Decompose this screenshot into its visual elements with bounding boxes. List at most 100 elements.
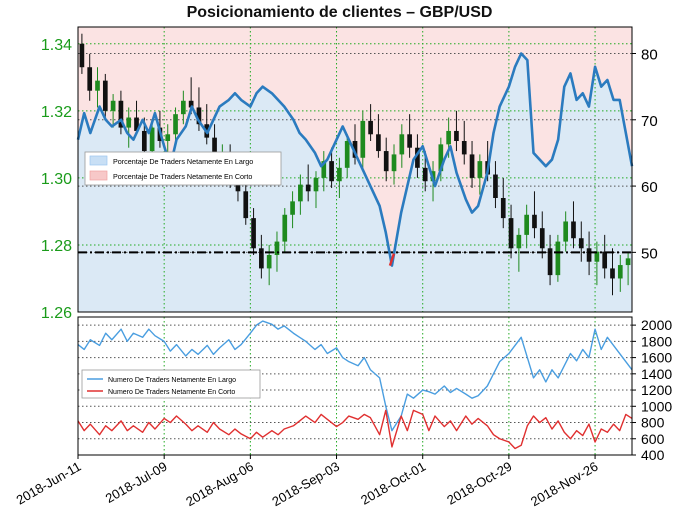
- candle-body: [602, 251, 608, 269]
- candle-body: [407, 134, 412, 148]
- candle-body: [438, 144, 444, 172]
- candle-body: [500, 198, 506, 219]
- candle-body: [298, 184, 303, 202]
- candle-body: [563, 221, 569, 242]
- candle-body: [516, 234, 522, 249]
- bottom-legend: Numero De Traders Netamente En Largo Nume…: [81, 369, 261, 399]
- candle-body: [290, 201, 295, 215]
- candle-body: [305, 184, 311, 192]
- legend-label-long-percent: Porcentaje De Traders Netamente En Largo: [113, 157, 253, 166]
- x-tick-label: 2018-Oct-01: [358, 459, 428, 508]
- candle-body: [446, 130, 451, 145]
- candle-body: [610, 268, 615, 279]
- chart-title: Posicionamiento de clientes – GBP/USD: [186, 4, 493, 21]
- price-tick-label: 1.32: [41, 104, 72, 121]
- candle-body: [625, 258, 631, 266]
- legend-swatch-long-percent: [89, 155, 108, 166]
- percent-tick-label: 70: [641, 113, 658, 130]
- candle-body: [578, 238, 584, 249]
- top-legend-box: [84, 151, 282, 186]
- candle-body: [344, 141, 350, 168]
- candle-body: [524, 214, 530, 235]
- price-tick-label: 1.34: [41, 37, 72, 54]
- top-panel-frame: [77, 26, 633, 313]
- candle-body: [376, 134, 381, 152]
- candle-body: [126, 117, 132, 128]
- candle-body: [594, 251, 600, 262]
- candle-body: [329, 161, 334, 182]
- count-tick-label: 1600: [641, 350, 672, 366]
- x-tick-label: 2018-Aug-06: [183, 459, 256, 510]
- top-legend: Porcentaje De Traders Netamente En Largo…: [84, 151, 282, 186]
- short-marker: [388, 253, 396, 266]
- legend-label-short-count: Numero De Traders Netamente En Corto: [108, 389, 235, 396]
- count-tick-label: 600: [641, 431, 665, 447]
- candle-body: [493, 174, 498, 198]
- candle-body: [337, 167, 342, 182]
- candle-body: [118, 100, 124, 128]
- count-tick-label: 1200: [641, 382, 672, 398]
- candle-body: [539, 228, 545, 249]
- candle-body: [165, 134, 171, 141]
- candle-body: [532, 214, 537, 229]
- candle-body: [547, 248, 553, 276]
- candle-body: [102, 80, 108, 111]
- candle-body: [586, 248, 592, 262]
- legend-swatch-short-percent: [89, 170, 108, 181]
- x-tick-label: 2018-Sep-03: [269, 459, 342, 510]
- x-tick-label: 2018-Jul-09: [103, 459, 170, 506]
- candle-body: [571, 221, 576, 239]
- candle-body: [79, 43, 85, 68]
- candle-body: [461, 141, 467, 155]
- percent-tick-label: 50: [641, 245, 658, 262]
- candle-body: [477, 161, 483, 178]
- candle-body: [360, 120, 366, 158]
- candle-body: [95, 80, 100, 91]
- x-tick-label: 2018-Jun-11: [14, 459, 84, 508]
- candle-body: [212, 137, 217, 165]
- candle-body: [243, 191, 249, 219]
- candle-body: [196, 107, 202, 125]
- candle-body: [282, 214, 288, 242]
- legend-label-long-count: Numero De Traders Netamente En Largo: [108, 377, 236, 384]
- percent-tick-label: 80: [641, 47, 658, 64]
- price-tick-label: 1.28: [41, 238, 72, 255]
- candle-body: [422, 167, 428, 182]
- candle-body: [259, 248, 264, 269]
- count-tick-label: 2000: [641, 317, 672, 333]
- candle-body: [87, 67, 93, 91]
- count-tick-label: 1000: [641, 398, 672, 414]
- candle-body: [454, 130, 459, 141]
- candle-body: [134, 117, 139, 131]
- bottom-panel-frame: [77, 316, 633, 456]
- candle-body: [188, 100, 194, 108]
- long-percent-area: [78, 53, 632, 312]
- candle-body: [274, 241, 280, 255]
- candle-body: [173, 114, 178, 135]
- bottom-legend-box: [81, 369, 261, 399]
- candle-body: [321, 161, 327, 178]
- x-tick-label: 2018-Nov-26: [528, 459, 601, 510]
- candle-body: [555, 241, 561, 276]
- count-tick-label: 400: [641, 447, 665, 463]
- price-tick-label: 1.26: [41, 305, 72, 322]
- legend-label-short-percent: Porcentaje De Traders Netamente En Corto: [113, 172, 252, 181]
- count-tick-label: 1800: [641, 333, 672, 349]
- candle-body: [251, 218, 256, 249]
- candle-body: [141, 130, 147, 152]
- candle-body: [180, 100, 186, 115]
- candle-body: [415, 147, 420, 168]
- price-tick-label: 1.30: [41, 171, 72, 188]
- candle-body: [352, 141, 358, 158]
- candle-body: [617, 265, 623, 279]
- x-tick-label: 2018-Oct-29: [444, 459, 514, 508]
- candle-body: [368, 120, 373, 135]
- count-tick-label: 800: [641, 415, 665, 431]
- short-count-line: [77, 409, 633, 450]
- candle-body: [508, 218, 514, 249]
- long-count-line: [77, 320, 633, 432]
- percent-tick-label: 60: [641, 179, 658, 196]
- candle-body: [399, 134, 405, 155]
